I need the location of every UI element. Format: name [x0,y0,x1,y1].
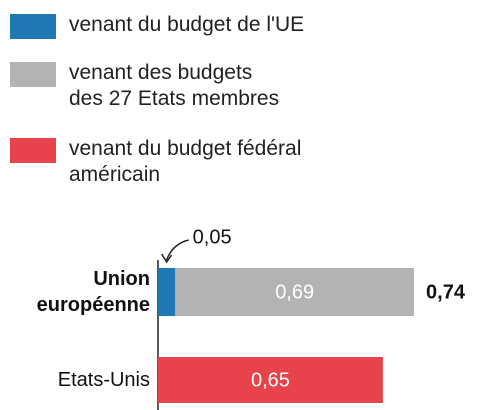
legend-label: venant du budget de l'UE [69,13,305,36]
legend-swatch [10,14,56,39]
value-label: 0,05 [193,226,232,248]
callout-arrowhead [161,253,173,264]
bar-segment [175,268,415,316]
legend-item: venant des budgets des 27 Etats membres [10,60,279,112]
legend-label: venant du budget fédéral américain [69,137,302,186]
value-label: 0,69 [275,281,314,303]
category-label: Etats-Unis [57,369,150,391]
category-label: Union européenne [36,268,150,316]
legend-label: venant des budgets des 27 Etats membres [69,61,280,110]
total-label: 0,74 [426,281,466,303]
legend-swatch [10,62,56,87]
legend-item: venant du budget fédéral américain [10,136,301,188]
bar-segment [158,357,383,403]
value-label: 0,65 [251,369,290,391]
callout-arrow [165,239,189,261]
legend-item: venant du budget de l'UE [10,12,304,39]
legend-swatch [10,138,56,163]
bar-segment [158,268,176,316]
